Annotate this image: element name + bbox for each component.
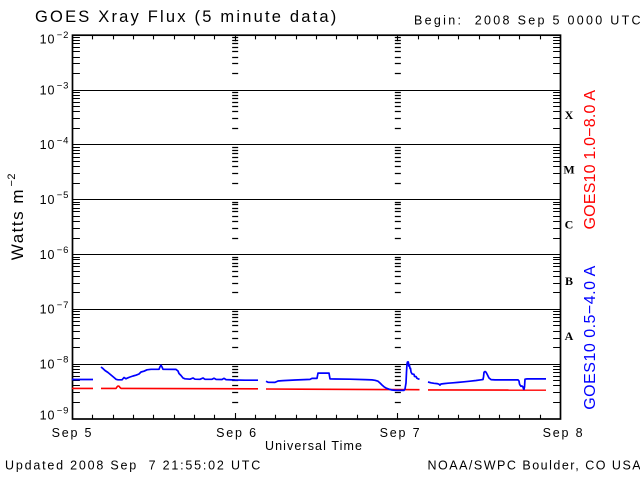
svg-text:10: 10: [40, 303, 56, 317]
svg-text:Sep 8: Sep 8: [543, 426, 585, 440]
svg-text:Sep 7: Sep 7: [380, 426, 422, 440]
svg-text:−4: −4: [57, 135, 69, 146]
svg-text:B: B: [565, 274, 573, 288]
svg-text:10: 10: [40, 83, 56, 97]
svg-text:−2: −2: [6, 173, 18, 187]
svg-text:Sep 5: Sep 5: [52, 426, 94, 440]
svg-text:−9: −9: [57, 405, 69, 416]
svg-text:10: 10: [40, 408, 56, 422]
svg-text:GOES10 1.0−8.0 A: GOES10 1.0−8.0 A: [582, 90, 599, 230]
svg-text:Begin: 2008 Sep 5 0000 UTC: Begin: 2008 Sep 5 0000 UTC: [414, 13, 640, 27]
svg-text:Sep 6: Sep 6: [216, 426, 258, 440]
svg-text:NOAA/SWPC Boulder, CO USA: NOAA/SWPC Boulder, CO USA: [428, 458, 640, 472]
svg-text:10: 10: [40, 248, 56, 262]
svg-text:10: 10: [40, 193, 56, 207]
svg-text:GOES10 0.5−4.0 A: GOES10 0.5−4.0 A: [582, 265, 599, 410]
svg-text:−2: −2: [57, 30, 69, 41]
svg-text:−5: −5: [57, 190, 69, 201]
svg-text:A: A: [565, 329, 574, 343]
svg-text:M: M: [563, 163, 574, 177]
svg-text:Watts m: Watts m: [8, 188, 27, 260]
svg-text:−3: −3: [57, 81, 69, 92]
svg-text:10: 10: [40, 138, 56, 152]
svg-text:C: C: [565, 218, 574, 232]
svg-text:−8: −8: [57, 355, 69, 366]
svg-text:10: 10: [40, 357, 56, 371]
svg-text:−6: −6: [57, 245, 69, 256]
svg-text:10: 10: [40, 33, 56, 47]
svg-text:Updated 2008 Sep 7 21:55:02 U: Updated 2008 Sep 7 21:55:02 UTC: [5, 458, 262, 472]
svg-text:GOES Xray Flux (5 minute data): GOES Xray Flux (5 minute data): [35, 8, 339, 26]
svg-text:−7: −7: [57, 300, 69, 311]
svg-text:Universal Time: Universal Time: [265, 439, 363, 453]
svg-text:X: X: [565, 108, 574, 122]
